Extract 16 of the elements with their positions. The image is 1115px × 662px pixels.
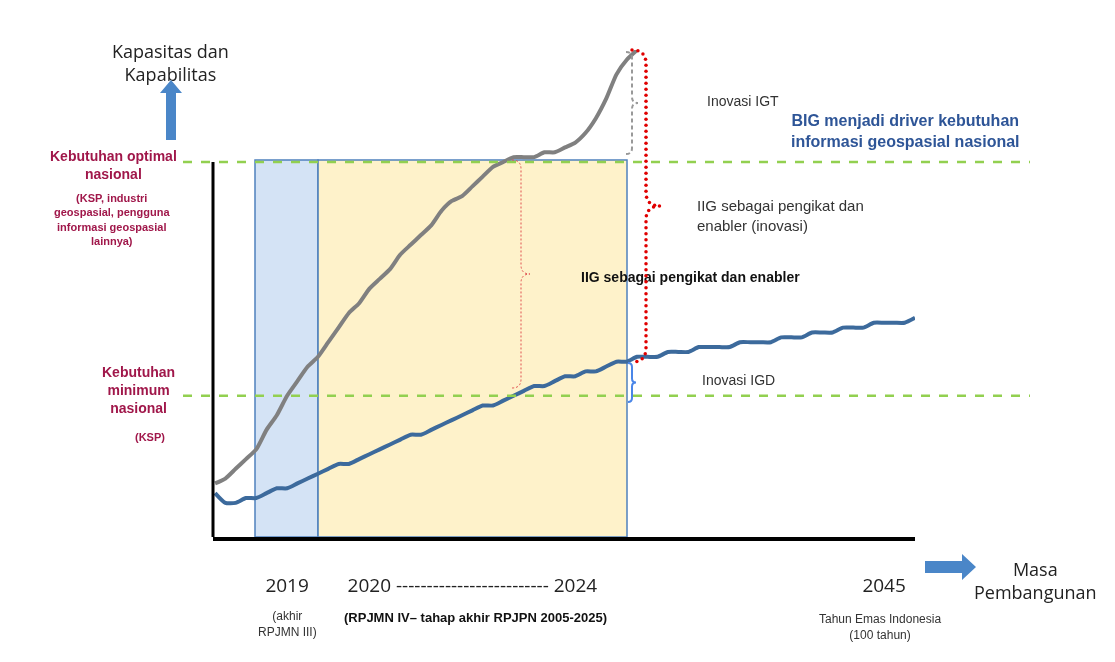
annotation: IIG sebagai pengikat dan enabler (inovasi) (697, 197, 864, 234)
text: Tahun Emas Indonesia (100 tahun) (819, 612, 942, 642)
y-axis-title: Kapasitas dan Kapabilitas (112, 39, 229, 87)
x-tick-label: 2019 (265, 571, 309, 598)
ref-line-label: Kebutuhan minimum nasional (102, 364, 176, 417)
x-tick-label: 2045 (862, 571, 906, 598)
annotation: Inovasi IGT (707, 93, 780, 109)
text: (akhir RPJMN III) (258, 609, 317, 639)
text: (KSP) (135, 431, 166, 443)
annotation: Inovasi IGD (702, 372, 776, 388)
x-tick-label: 2020 ------------------------- 2024 (347, 571, 598, 598)
text: (RPJMN IV– tahap akhir RPJPN 2005-2025) (344, 610, 607, 625)
text: (KSP, industri geospasial, pengguna informasi geospasial lainnya) (54, 192, 171, 247)
annotation: BIG menjadi driver kebutuhan informasi geospasial nasional (791, 112, 1020, 150)
ref-line-label: Kebutuhan optimal nasional (50, 148, 177, 183)
x-axis-title: Masa Pembangunan (974, 557, 1097, 605)
